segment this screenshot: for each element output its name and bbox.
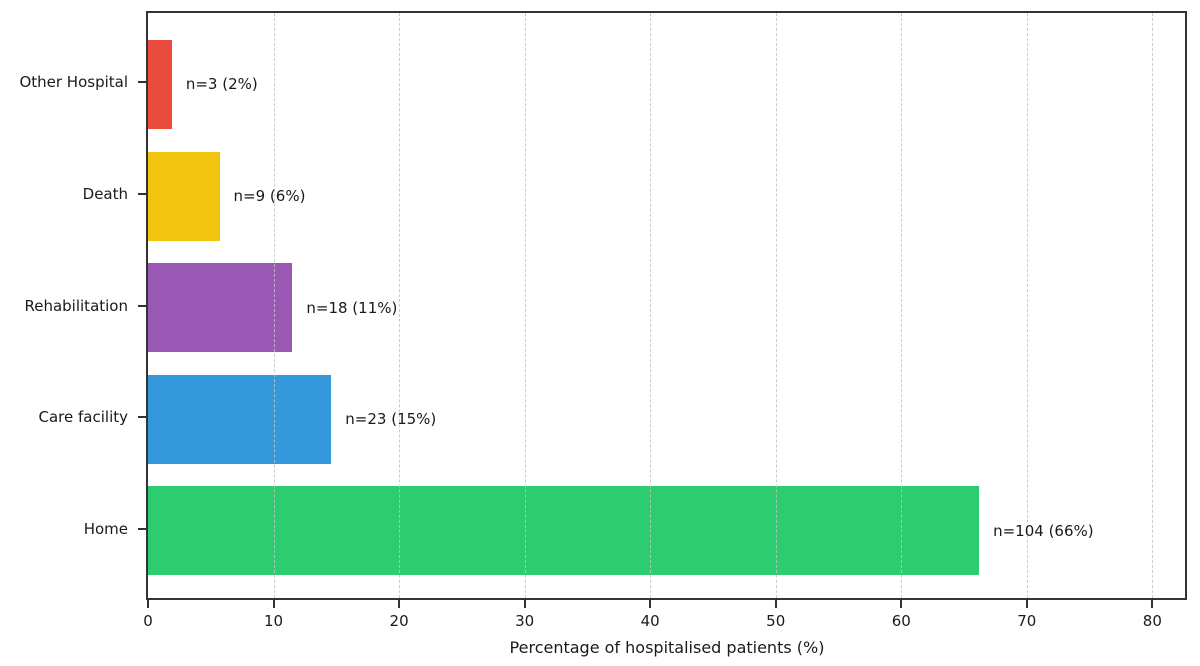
xtick-mark-0 bbox=[147, 600, 149, 608]
gridline-x-80 bbox=[1152, 13, 1154, 598]
ytick-mark-care-facility bbox=[138, 416, 146, 419]
gridline-x-10 bbox=[273, 13, 275, 598]
ytick-mark-rehabilitation bbox=[138, 304, 146, 307]
xtick-mark-30 bbox=[523, 600, 526, 608]
ytick-label-rehabilitation: Rehabilitation bbox=[24, 296, 128, 315]
xtick-label-10: 10 bbox=[263, 612, 284, 630]
gridline-x-60 bbox=[901, 13, 903, 598]
xtick-mark-10 bbox=[272, 600, 275, 608]
bar-value-label-death: n=9 (6%) bbox=[233, 187, 306, 205]
bar-value-label-other-hospital: n=3 (2%) bbox=[185, 75, 258, 94]
xtick-mark-80 bbox=[1151, 600, 1154, 608]
xtick-mark-50 bbox=[774, 600, 777, 608]
xtick-label-30: 30 bbox=[515, 612, 535, 630]
xtick-label-0: 0 bbox=[143, 612, 153, 630]
gridline-x-20 bbox=[399, 13, 401, 598]
xtick-mark-40 bbox=[649, 600, 652, 608]
y-axis-category-labels: Other Hospital Death Rehabilitation Care fa… bbox=[0, 11, 146, 600]
bar-death bbox=[148, 151, 220, 241]
gridline-x-30 bbox=[524, 13, 526, 598]
bar-home bbox=[148, 486, 980, 576]
gridline-x-50 bbox=[775, 13, 777, 598]
x-axis-label: Percentage of hospitalised patients (%) bbox=[509, 638, 825, 657]
gridline-x-40 bbox=[650, 13, 652, 598]
ytick-mark-home bbox=[138, 527, 146, 530]
xtick-label-40: 40 bbox=[640, 612, 660, 630]
bar-other-hospital bbox=[148, 39, 172, 129]
xtick-mark-70 bbox=[1025, 600, 1028, 608]
xtick-label-50: 50 bbox=[766, 612, 786, 630]
xtick-label-20: 20 bbox=[389, 612, 409, 630]
ytick-label-home: Home bbox=[83, 519, 128, 538]
plot-area: n=3 (2%) n=9 (6%) n=18 (11%) n=23 (15%) n=10… bbox=[146, 11, 1187, 600]
xtick-label-60: 60 bbox=[891, 612, 911, 630]
ytick-label-other-hospital: Other Hospital bbox=[19, 73, 128, 92]
ytick-mark-other-hospital bbox=[138, 81, 146, 84]
ytick-label-death: Death bbox=[82, 185, 128, 203]
xtick-label-70: 70 bbox=[1017, 612, 1037, 630]
xtick-label-80: 80 bbox=[1142, 612, 1162, 630]
bar-care-facility bbox=[148, 374, 332, 464]
bar-value-label-care-facility: n=23 (15%) bbox=[345, 410, 437, 429]
bar-rehabilitation bbox=[148, 263, 293, 353]
bar-value-label-home: n=104 (66%) bbox=[993, 521, 1094, 540]
xtick-mark-20 bbox=[398, 600, 401, 608]
ytick-label-care-facility: Care facility bbox=[38, 408, 128, 427]
bar-value-label-rehabilitation: n=18 (11%) bbox=[306, 298, 398, 317]
gridline-x-70 bbox=[1026, 13, 1028, 598]
ytick-mark-death bbox=[138, 193, 146, 195]
xtick-mark-60 bbox=[900, 600, 903, 608]
